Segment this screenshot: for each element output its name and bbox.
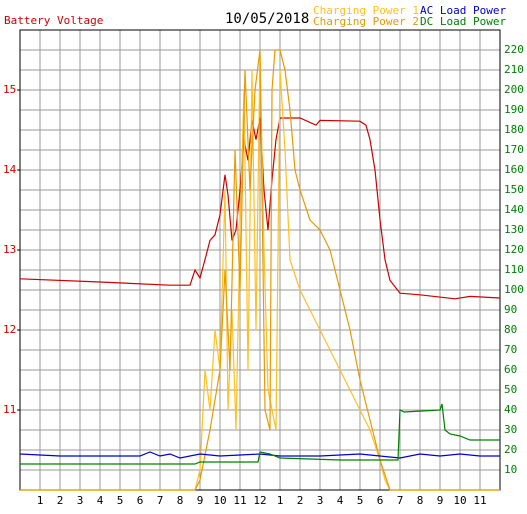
legend-entry: DC Load Power (420, 15, 506, 28)
y2-tick-label: 30 (504, 423, 517, 436)
x-tick-label: 4 (97, 494, 104, 507)
y-axis-title: Battery Voltage (4, 14, 103, 27)
y2-tick-label: 50 (504, 383, 517, 396)
x-tick-label: 8 (177, 494, 184, 507)
y2-tick-label: 190 (504, 103, 524, 116)
x-tick-label: 8 (417, 494, 424, 507)
x-tick-label: 7 (397, 494, 404, 507)
y2-tick-label: 40 (504, 403, 517, 416)
x-tick-label: 5 (357, 494, 364, 507)
x-tick-label: 6 (377, 494, 384, 507)
legend-entry: Charging Power 2 (313, 15, 419, 28)
legend-entry: Charging Power 1 (313, 4, 419, 17)
x-tick-label: 10 (213, 494, 226, 507)
x-tick-label: 11 (233, 494, 246, 507)
x-tick-label: 1 (37, 494, 44, 507)
x-tick-label: 2 (297, 494, 304, 507)
x-tick-label: 11 (473, 494, 486, 507)
x-tick-label: 9 (197, 494, 204, 507)
series-line (20, 53, 500, 491)
y-tick-label: 14 (3, 163, 17, 176)
series-line (20, 49, 500, 491)
y2-tick-label: 210 (504, 63, 524, 76)
x-tick-label: 3 (317, 494, 324, 507)
y-tick-label: 12 (3, 323, 16, 336)
chart-title: 10/05/2018 (225, 11, 309, 27)
y2-tick-label: 80 (504, 323, 517, 336)
x-tick-label: 12 (253, 494, 266, 507)
y2-tick-label: 220 (504, 43, 524, 56)
y-tick-label: 11 (3, 403, 16, 416)
y2-tick-label: 130 (504, 223, 524, 236)
y2-tick-label: 150 (504, 183, 524, 196)
y2-tick-label: 180 (504, 123, 524, 136)
x-tick-label: 9 (437, 494, 444, 507)
y2-tick-label: 160 (504, 163, 524, 176)
x-tick-label: 2 (57, 494, 64, 507)
y2-tick-label: 170 (504, 143, 524, 156)
plot-frame (19, 29, 501, 491)
x-tick-label: 7 (157, 494, 164, 507)
y2-tick-label: 90 (504, 303, 517, 316)
y2-tick-label: 20 (504, 443, 517, 456)
x-tick-label: 10 (453, 494, 466, 507)
x-tick-label: 4 (337, 494, 344, 507)
y2-tick-label: 10 (504, 463, 517, 476)
y-tick-label: 13 (3, 243, 16, 256)
y2-tick-label: 120 (504, 243, 524, 256)
y2-tick-label: 60 (504, 363, 517, 376)
y2-tick-label: 100 (504, 283, 524, 296)
x-tick-label: 6 (137, 494, 144, 507)
y2-tick-label: 200 (504, 83, 524, 96)
x-tick-label: 3 (77, 494, 84, 507)
y2-tick-label: 110 (504, 263, 524, 276)
y2-tick-label: 70 (504, 343, 517, 356)
y2-tick-label: 140 (504, 203, 524, 216)
x-tick-label: 1 (277, 494, 284, 507)
series-line (20, 403, 500, 465)
legend-entry: AC Load Power (420, 4, 506, 17)
x-tick-label: 5 (117, 494, 124, 507)
y-tick-label: 15 (3, 83, 16, 96)
